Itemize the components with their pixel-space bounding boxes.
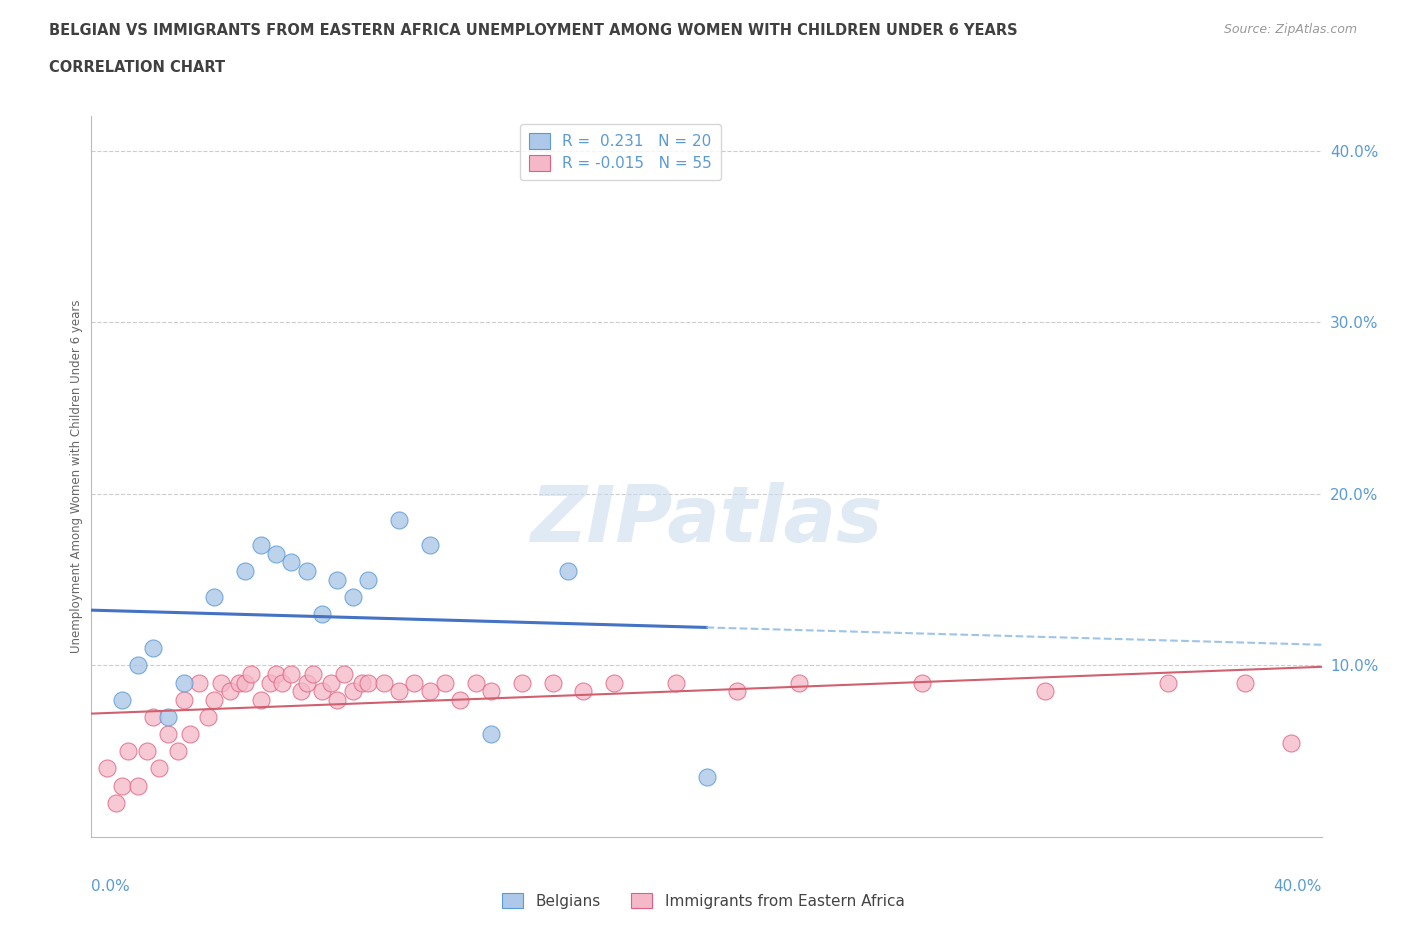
Point	[419, 684, 441, 698]
Point	[321, 675, 343, 690]
Point	[311, 684, 333, 698]
Point	[290, 684, 312, 698]
Point	[280, 667, 302, 682]
Point	[202, 590, 225, 604]
Legend: Belgians, Immigrants from Eastern Africa: Belgians, Immigrants from Eastern Africa	[495, 886, 911, 915]
Point	[173, 692, 195, 707]
Point	[357, 572, 380, 587]
Point	[326, 692, 349, 707]
Point	[326, 572, 349, 587]
Point	[301, 667, 323, 682]
Point	[357, 675, 380, 690]
Text: Source: ZipAtlas.com: Source: ZipAtlas.com	[1223, 23, 1357, 36]
Text: CORRELATION CHART: CORRELATION CHART	[49, 60, 225, 75]
Point	[127, 778, 149, 793]
Text: ZIPatlas: ZIPatlas	[530, 482, 883, 558]
Point	[135, 744, 157, 759]
Point	[233, 675, 256, 690]
Point	[787, 675, 810, 690]
Point	[202, 692, 225, 707]
Point	[295, 564, 318, 578]
Point	[218, 684, 240, 698]
Point	[342, 684, 364, 698]
Point	[479, 684, 502, 698]
Point	[209, 675, 232, 690]
Point	[311, 606, 333, 621]
Point	[295, 675, 318, 690]
Point	[111, 778, 134, 793]
Point	[127, 658, 149, 672]
Y-axis label: Unemployment Among Women with Children Under 6 years: Unemployment Among Women with Children U…	[70, 299, 83, 654]
Point	[157, 726, 180, 741]
Point	[510, 675, 533, 690]
Point	[96, 761, 118, 776]
Point	[665, 675, 688, 690]
Point	[696, 769, 718, 784]
Point	[332, 667, 354, 682]
Text: BELGIAN VS IMMIGRANTS FROM EASTERN AFRICA UNEMPLOYMENT AMONG WOMEN WITH CHILDREN: BELGIAN VS IMMIGRANTS FROM EASTERN AFRIC…	[49, 23, 1018, 38]
Point	[188, 675, 211, 690]
Point	[1033, 684, 1056, 698]
Point	[240, 667, 263, 682]
Point	[603, 675, 626, 690]
Point	[142, 641, 165, 656]
Point	[264, 547, 287, 562]
Point	[148, 761, 170, 776]
Point	[111, 692, 134, 707]
Point	[117, 744, 139, 759]
Point	[142, 710, 165, 724]
Point	[249, 692, 271, 707]
Point	[271, 675, 294, 690]
Point	[157, 710, 180, 724]
Point	[179, 726, 201, 741]
Point	[342, 590, 364, 604]
Point	[259, 675, 281, 690]
Point	[350, 675, 373, 690]
Text: 40.0%: 40.0%	[1274, 879, 1322, 894]
Point	[479, 726, 502, 741]
Point	[449, 692, 471, 707]
Point	[434, 675, 457, 690]
Point	[264, 667, 287, 682]
Point	[572, 684, 595, 698]
Point	[249, 538, 271, 552]
Point	[464, 675, 486, 690]
Legend: R =  0.231   N = 20, R = -0.015   N = 55: R = 0.231 N = 20, R = -0.015 N = 55	[520, 124, 721, 180]
Point	[1157, 675, 1180, 690]
Point	[1233, 675, 1256, 690]
Point	[1279, 736, 1302, 751]
Point	[419, 538, 441, 552]
Point	[197, 710, 219, 724]
Point	[173, 675, 195, 690]
Point	[166, 744, 188, 759]
Point	[388, 684, 411, 698]
Point	[725, 684, 748, 698]
Point	[228, 675, 250, 690]
Point	[541, 675, 564, 690]
Text: 0.0%: 0.0%	[91, 879, 131, 894]
Point	[233, 564, 256, 578]
Point	[911, 675, 934, 690]
Point	[557, 564, 579, 578]
Point	[280, 555, 302, 570]
Point	[388, 512, 411, 527]
Point	[404, 675, 426, 690]
Point	[373, 675, 395, 690]
Point	[105, 795, 127, 810]
